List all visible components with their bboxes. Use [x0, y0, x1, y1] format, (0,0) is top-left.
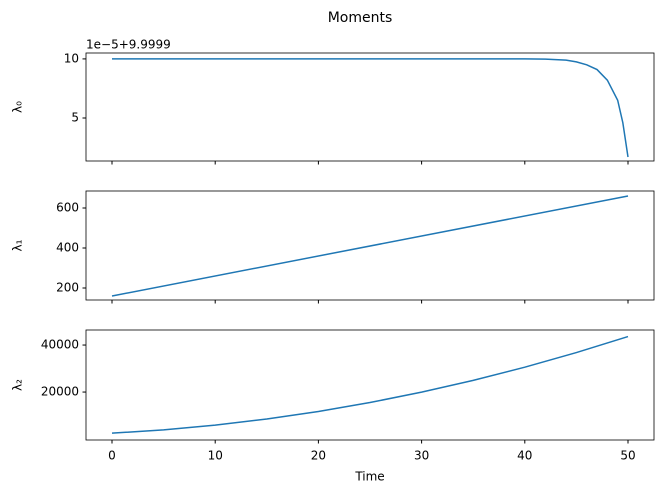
x-tick-label: 50 [620, 449, 635, 463]
y-axis-label: λ₀ [11, 101, 25, 113]
x-tick-label: 0 [108, 449, 116, 463]
y-tick-label: 20000 [41, 385, 79, 399]
x-tick-label: 10 [208, 449, 223, 463]
line [112, 58, 629, 158]
figure-title: Moments [328, 10, 393, 26]
x-tick-label: 20 [311, 449, 326, 463]
axes-frame [85, 329, 655, 441]
y-tick-label: 5 [71, 110, 79, 124]
y-tick-label: 400 [56, 241, 79, 255]
y-tick-label: 200 [56, 281, 79, 295]
y-tick-label: 600 [56, 201, 79, 215]
y-axis-label: λ₂ [11, 379, 25, 391]
y-tick-label: 40000 [41, 338, 79, 352]
y-axis-label: λ₁ [11, 239, 25, 251]
line [111, 335, 629, 434]
line [111, 195, 629, 297]
offset-text: 1e−5+9.9999 [86, 38, 171, 52]
axes-frame [85, 190, 655, 301]
x-axis-label: Time [354, 470, 384, 484]
x-tick-label: 40 [517, 449, 532, 463]
axes-frame [85, 52, 655, 162]
y-tick-label: 10 [64, 51, 79, 65]
x-tick-label: 30 [414, 449, 429, 463]
